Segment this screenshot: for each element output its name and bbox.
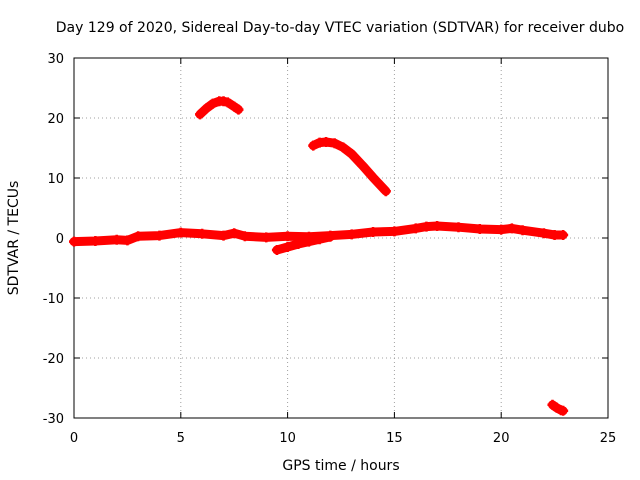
x-tick-label: 25 xyxy=(600,431,617,446)
data-point xyxy=(338,142,349,153)
data-point xyxy=(197,228,208,239)
data-point xyxy=(368,227,379,237)
data-point xyxy=(229,228,240,239)
data-point xyxy=(282,242,293,252)
data-point xyxy=(282,231,293,242)
data-point xyxy=(154,230,165,241)
data-point xyxy=(207,98,218,109)
x-axis-label: GPS time / hours xyxy=(282,458,399,474)
data-point xyxy=(261,232,272,243)
data-point xyxy=(111,234,122,245)
x-tick-label: 15 xyxy=(386,431,403,446)
data-point xyxy=(368,172,379,183)
series-arc-low xyxy=(271,231,336,255)
series-band xyxy=(308,137,391,196)
y-tick-label: -10 xyxy=(43,292,64,307)
data-point xyxy=(421,221,432,232)
x-tick-label: 20 xyxy=(493,431,510,446)
data-point xyxy=(293,239,304,249)
data-point xyxy=(453,222,464,233)
data-point xyxy=(432,221,443,231)
data-point xyxy=(380,186,391,197)
series-arc-negative xyxy=(547,399,569,416)
data-point xyxy=(346,229,357,240)
y-tick-label: -30 xyxy=(43,412,64,427)
data-point xyxy=(69,236,79,247)
x-tick-label: 0 xyxy=(70,431,78,446)
chart-title: Day 129 of 2020, Sidereal Day-to-day VTE… xyxy=(56,20,624,36)
data-point xyxy=(321,137,332,147)
x-tick-labels: 0 5 10 15 20 25 xyxy=(70,431,616,446)
data-point xyxy=(218,230,229,241)
data-point xyxy=(474,224,485,234)
data-point xyxy=(314,234,325,245)
data-point xyxy=(133,231,144,242)
data-point xyxy=(496,224,507,235)
series-arc-high-2 xyxy=(308,137,391,197)
data-point xyxy=(549,230,560,240)
data-point xyxy=(558,230,569,240)
y-tick-labels: -30 -20 -10 0 10 20 30 xyxy=(43,52,64,427)
data-point xyxy=(517,225,528,236)
data-point xyxy=(175,227,186,238)
data-point xyxy=(410,223,421,234)
x-tick-label: 10 xyxy=(279,431,296,446)
data-point xyxy=(346,149,357,159)
data-point xyxy=(506,223,517,234)
data-point xyxy=(325,231,336,242)
data-point xyxy=(303,236,314,247)
data-point xyxy=(222,97,233,108)
data-point xyxy=(233,104,244,115)
data-point xyxy=(239,231,250,242)
y-tick-label: 30 xyxy=(47,52,64,67)
data-point xyxy=(308,140,319,151)
data-point xyxy=(90,236,101,246)
y-tick-label: -20 xyxy=(43,352,64,367)
y-tick-label: 0 xyxy=(56,232,64,247)
y-tick-label: 10 xyxy=(47,172,64,187)
axis-ticks xyxy=(73,57,609,419)
data-points xyxy=(69,96,569,416)
data-point xyxy=(357,160,368,171)
data-point xyxy=(271,245,282,255)
y-tick-label: 20 xyxy=(47,112,64,127)
x-tick-label: 5 xyxy=(177,431,185,446)
data-point xyxy=(389,226,400,237)
data-point xyxy=(195,109,206,120)
data-point xyxy=(122,235,133,246)
data-point xyxy=(558,405,569,416)
data-point xyxy=(329,138,340,149)
data-point xyxy=(538,228,549,239)
data-point xyxy=(201,103,212,114)
y-axis-label: SDTVAR / TECUs xyxy=(6,181,22,296)
series-arc-high-1 xyxy=(195,96,244,120)
